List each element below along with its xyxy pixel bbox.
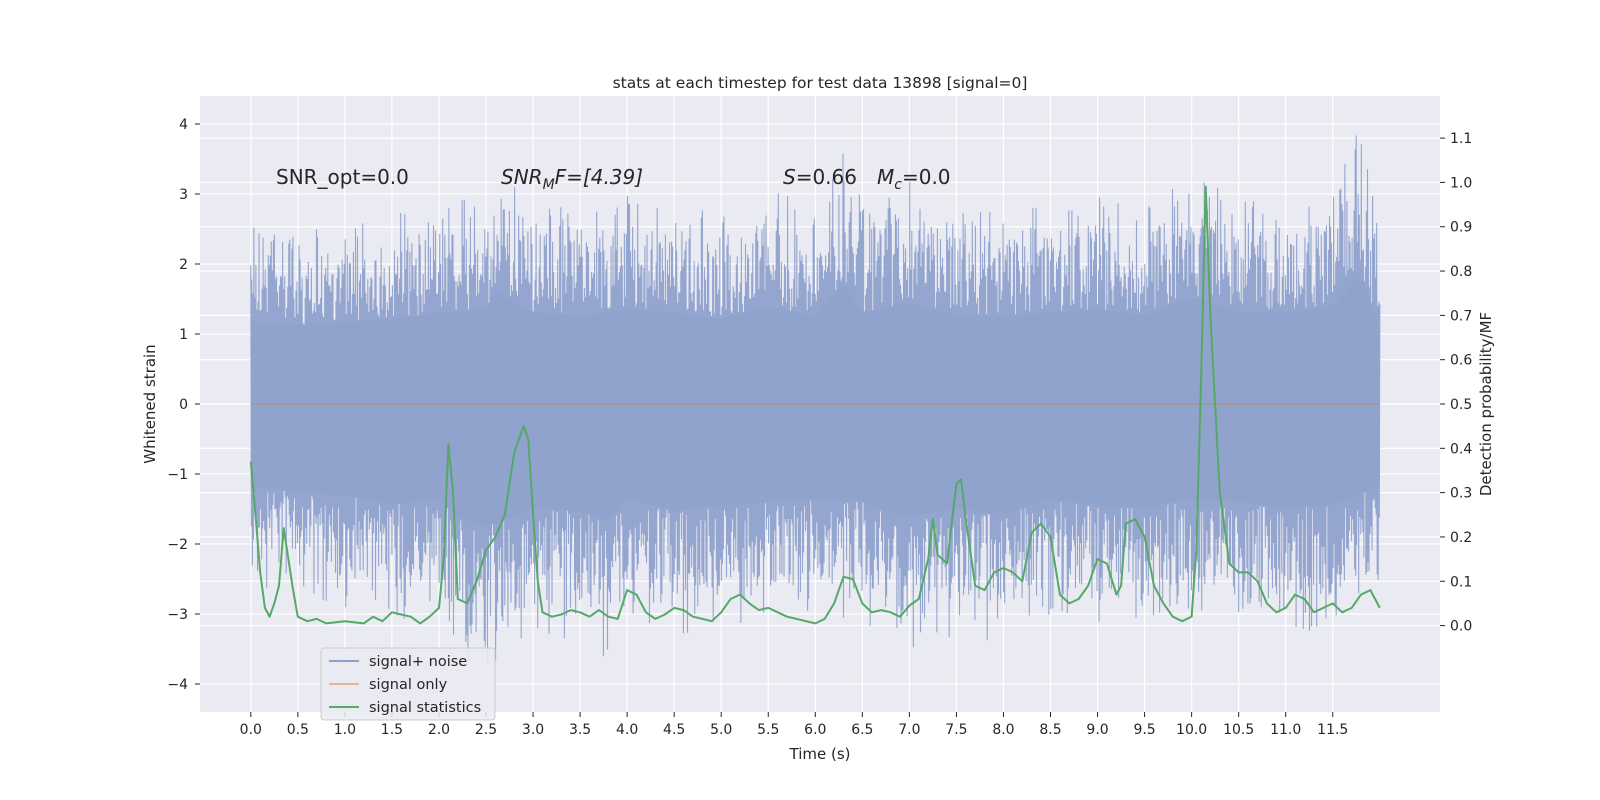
annotation-snr-mf-prefix: SNR <box>501 165 543 189</box>
annotation-snr-mf-suffix: F=[4.39] <box>555 165 643 189</box>
x-tick-label: 5.5 <box>757 722 779 738</box>
series-signal-noise <box>250 135 1381 664</box>
x-tick-label: 9.5 <box>1133 722 1155 738</box>
x-tick-label: 11.0 <box>1270 722 1301 738</box>
y-right-tick-label: 0.5 <box>1450 397 1472 413</box>
legend: signal+ noise signal only signal statist… <box>320 647 496 721</box>
x-tick-label: 1.5 <box>381 722 403 738</box>
x-tick-label: 10.5 <box>1223 722 1254 738</box>
y-right-tick-label: 0.0 <box>1450 619 1472 635</box>
y-right-tick-label: 0.6 <box>1450 353 1472 369</box>
y-left-tick-label: −1 <box>167 467 188 483</box>
x-tick-label: 7.5 <box>945 722 967 738</box>
x-tick-label: 0.5 <box>287 722 309 738</box>
x-tick-label: 3.0 <box>522 722 544 738</box>
y-right-tick-label: 0.1 <box>1450 574 1472 590</box>
x-tick-label: 6.5 <box>851 722 873 738</box>
annotation-mc-value: =0.0 <box>902 165 951 189</box>
annotation-s: S=0.66 <box>783 165 857 189</box>
y-left-tick-label: −2 <box>167 537 188 553</box>
y-right-tick-label: 1.0 <box>1450 175 1472 191</box>
x-tick-label: 4.0 <box>616 722 638 738</box>
y-left-tick-label: 4 <box>179 117 188 133</box>
x-tick-label: 2.0 <box>428 722 450 738</box>
y-left-tick-label: 2 <box>179 257 188 273</box>
y-right-tick-label: 1.1 <box>1450 131 1472 147</box>
legend-label-signal-statistics: signal statistics <box>369 700 481 716</box>
x-tick-label: 6.0 <box>804 722 826 738</box>
y-right-tick-label: 0.2 <box>1450 530 1472 546</box>
x-tick-label: 8.0 <box>992 722 1014 738</box>
x-tick-label: 1.0 <box>334 722 356 738</box>
chart-title: stats at each timestep for test data 138… <box>613 74 1028 92</box>
annotation-mc: Mc=0.0 <box>877 165 951 193</box>
y-axis-right-ticks: 1.1 1.0 0.9 0.8 0.7 0.6 0.5 0.4 0.3 0.2 0.1 0.0 <box>1440 131 1472 635</box>
y-left-tick-label: −4 <box>167 677 188 693</box>
x-tick-label: 9.0 <box>1086 722 1108 738</box>
y-axis-right-label: Detection probability/MF <box>1477 312 1495 496</box>
x-axis-ticks: 0.0 0.5 1.0 1.5 2.0 2.5 3.0 3.5 4.0 4.5 5.0 5.5 6.0 6… <box>240 712 1348 738</box>
y-right-tick-label: 0.4 <box>1450 441 1472 457</box>
y-axis-left-label: Whitened strain <box>141 344 159 463</box>
x-axis-label: Time (s) <box>789 745 851 763</box>
annotation-snr-opt: SNR_opt=0.0 <box>276 165 409 189</box>
legend-label-signal-noise: signal+ noise <box>369 654 467 670</box>
x-tick-label: 0.0 <box>240 722 262 738</box>
legend-box <box>320 647 496 721</box>
y-right-tick-label: 0.9 <box>1450 220 1472 236</box>
x-tick-label: 10.0 <box>1176 722 1207 738</box>
x-tick-label: 3.5 <box>569 722 591 738</box>
y-right-tick-label: 0.3 <box>1450 486 1472 502</box>
y-right-tick-label: 0.8 <box>1450 264 1472 280</box>
y-left-tick-label: 0 <box>179 397 188 413</box>
legend-label-signal-only: signal only <box>369 677 448 693</box>
annotation-mc-sub: c <box>894 177 902 193</box>
x-tick-label: 4.5 <box>663 722 685 738</box>
x-tick-label: 2.5 <box>475 722 497 738</box>
x-tick-label: 5.0 <box>710 722 732 738</box>
y-left-tick-label: −3 <box>167 607 188 623</box>
series-signal-statistics <box>249 185 1381 625</box>
x-tick-label: 7.0 <box>898 722 920 738</box>
annotation-s-prefix: S <box>783 165 796 189</box>
y-left-tick-label: 1 <box>179 327 188 343</box>
x-tick-label: 8.5 <box>1039 722 1061 738</box>
annotation-snr-mf-sub: M <box>543 177 555 193</box>
annotation-s-value: =0.66 <box>796 165 857 189</box>
annotation-mc-prefix: M <box>877 165 894 189</box>
x-tick-label: 11.5 <box>1317 722 1348 738</box>
plot-content <box>249 135 1381 664</box>
y-axis-left-ticks: 4 3 2 1 0 −1 −2 −3 −4 <box>167 117 200 693</box>
y-right-tick-label: 0.7 <box>1450 308 1472 324</box>
annotation-snr-mf: SNRMF=[4.39] <box>501 165 643 193</box>
y-left-tick-label: 3 <box>179 187 188 203</box>
